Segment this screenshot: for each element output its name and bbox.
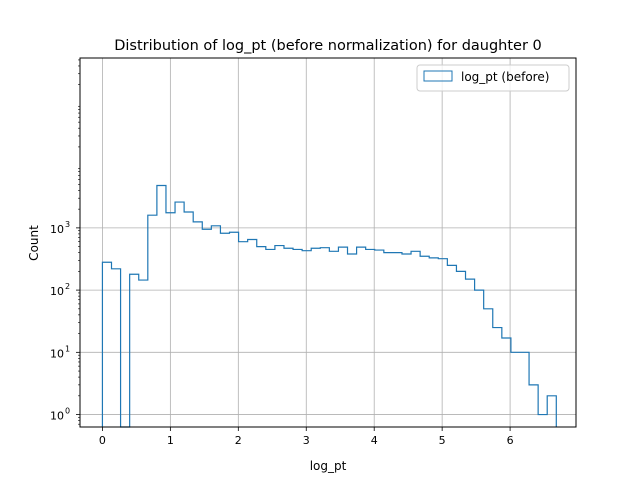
histogram-bar (139, 280, 148, 427)
histogram-bar (329, 251, 338, 427)
histogram-bar (193, 222, 202, 427)
x-tick-label: 2 (235, 434, 242, 447)
histogram-outline (101, 184, 557, 428)
histogram-bar (239, 242, 248, 427)
y-tick-label: 10 (50, 285, 64, 298)
histogram-bar (384, 253, 393, 427)
histogram-bar (230, 232, 239, 427)
y-tick-exponent: 1 (65, 344, 70, 353)
y-tick-label: 10 (50, 410, 64, 423)
histogram-bar (348, 254, 357, 427)
histogram-bar (175, 202, 184, 427)
histogram-bar (338, 247, 347, 427)
legend-box (416, 64, 570, 92)
plot-frame (79, 57, 577, 428)
x-tick-label: 6 (507, 434, 514, 447)
histogram-bar (284, 248, 293, 427)
histogram-bar (538, 415, 547, 427)
histogram-bar (202, 229, 211, 427)
x-tick-label: 3 (303, 434, 310, 447)
histogram-bar (211, 226, 220, 427)
histogram-bar (511, 352, 520, 427)
histogram-bar (357, 247, 366, 427)
grid (80, 58, 576, 427)
x-tick-label: 5 (439, 434, 446, 447)
histogram-bar (166, 213, 175, 427)
histogram-bar (275, 246, 284, 427)
histogram-bar (111, 269, 120, 427)
y-tick-label: 10 (50, 223, 64, 236)
y-tick-exponent: 3 (65, 220, 70, 229)
histogram-bar (447, 265, 456, 427)
y-tick-label: 10 (50, 347, 64, 360)
legend-swatch (423, 70, 453, 82)
x-axis: 0 1 2 3 4 5 6 (99, 427, 514, 447)
histogram-bar (148, 215, 157, 427)
x-tick-label: 1 (167, 434, 174, 447)
histogram-bar (475, 290, 484, 427)
histogram-bar (366, 249, 375, 427)
histogram-bar (266, 249, 275, 427)
histogram-bar (257, 247, 266, 427)
histogram-bar (293, 249, 302, 427)
histogram-bar (102, 262, 111, 427)
histogram-bar (502, 338, 511, 427)
histogram-bar (547, 396, 556, 427)
histogram-bar (248, 240, 257, 427)
y-tick-exponent: 0 (65, 407, 70, 416)
histogram-bar (184, 212, 193, 427)
x-tick-label: 4 (371, 434, 378, 447)
histogram-bar (393, 253, 402, 427)
histogram-bar (456, 271, 465, 427)
legend-label: log_pt (before) (461, 70, 549, 84)
histogram-bars (101, 184, 557, 428)
histogram-bar (420, 256, 429, 427)
chart-title: Distribution of log_pt (before normaliza… (114, 38, 542, 54)
histogram-bar (130, 274, 139, 427)
histogram-bar (493, 328, 502, 427)
histogram-bar (529, 385, 538, 427)
histogram-bar (411, 251, 420, 427)
histogram-bar (220, 233, 229, 427)
histogram-bar (320, 248, 329, 427)
histogram-bar (302, 251, 311, 427)
y-tick-exponent: 2 (65, 282, 70, 291)
x-axis-label: log_pt (310, 459, 347, 473)
histogram-bar (429, 258, 438, 427)
histogram-bar (311, 248, 320, 427)
histogram-bar (466, 279, 475, 427)
histogram-bar (402, 254, 411, 427)
histogram-bar (157, 185, 166, 427)
histogram-bar (484, 309, 493, 427)
y-axis-label: Count (27, 225, 41, 261)
histogram-bar (438, 259, 447, 427)
histogram-bar (375, 250, 384, 427)
histogram-bar (520, 352, 529, 427)
legend: log_pt (before) (416, 64, 570, 92)
x-tick-label: 0 (99, 434, 106, 447)
